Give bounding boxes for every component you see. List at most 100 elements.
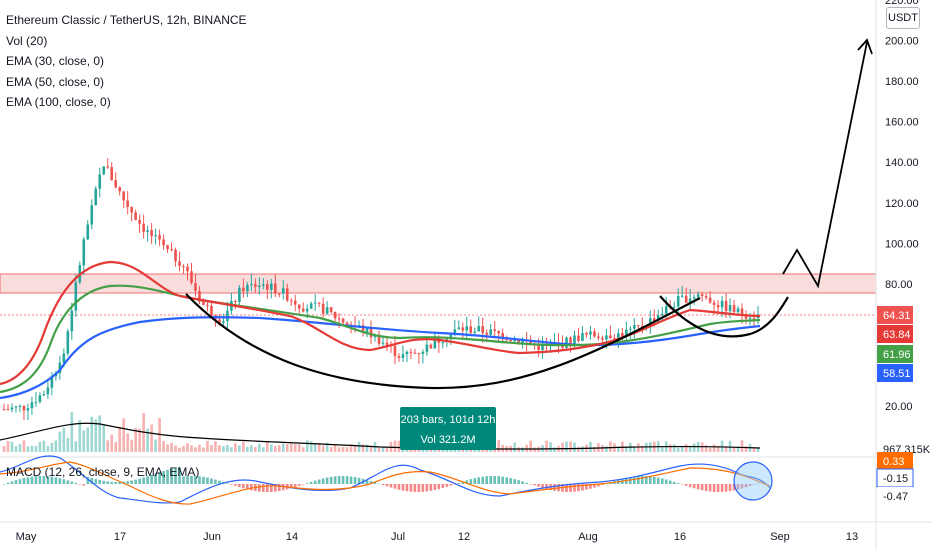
projection-arrow[interactable]: [782, 41, 868, 289]
macd-bar: [146, 476, 149, 484]
currency-unit-button[interactable]: USDT: [886, 7, 920, 29]
candle-body: [250, 284, 253, 286]
candle-body: [154, 235, 157, 237]
macd-bar: [66, 480, 70, 484]
indicator-ema100[interactable]: EMA (100, close, 0): [6, 95, 111, 109]
candle-body: [186, 266, 189, 272]
candle-body: [14, 406, 18, 408]
price-axis-label: 20.00: [885, 401, 913, 413]
time-axis-label: 16: [674, 531, 686, 543]
volume-bar: [146, 428, 149, 452]
candles[interactable]: [2, 157, 760, 421]
symbol-title[interactable]: Ethereum Classic / TetherUS, 12h, BINANC…: [6, 13, 247, 27]
indicator-macd[interactable]: MACD (12, 26, close, 9, EMA, EMA): [6, 465, 200, 479]
time-axis[interactable]: May 17 Jun 14 Jul 12 Aug 16 Sep 13: [16, 531, 859, 543]
volume-bar: [513, 442, 516, 452]
macd-bar: [748, 484, 752, 486]
time-axis-label: Aug: [578, 531, 598, 543]
candle-body: [449, 333, 453, 340]
projection-arrowhead: [857, 38, 873, 55]
volume-bar: [561, 442, 564, 452]
volume-bar: [704, 445, 708, 452]
candle-body: [397, 356, 401, 358]
cup-drawing[interactable]: [185, 293, 701, 390]
volume-bar: [250, 445, 253, 452]
candle-body: [325, 307, 329, 314]
candle-body: [684, 295, 688, 303]
price-tag: [877, 325, 913, 343]
macd-bar: [313, 480, 317, 484]
macd-bar: [50, 476, 54, 484]
candle-body: [146, 230, 149, 232]
macd-bar: [206, 477, 209, 484]
macd-bar: [545, 484, 548, 490]
macd-bar: [637, 476, 640, 484]
macd-bar: [449, 484, 453, 486]
candle-body: [26, 408, 30, 411]
ema50-line: [0, 284, 761, 394]
volume-bar: [301, 447, 305, 452]
ema100-line: [0, 316, 761, 400]
volume-bar: [90, 416, 94, 452]
measure-bars-text: 203 bars, 101d 12h: [401, 414, 496, 426]
volume-bar: [589, 441, 592, 452]
macd-bar: [581, 484, 584, 491]
macd-bar: [712, 484, 716, 492]
candle-body: [469, 326, 473, 333]
volume-bar: [329, 447, 333, 452]
volume-bar: [62, 427, 66, 452]
indicator-ema50[interactable]: EMA (50, close, 0): [6, 74, 105, 89]
macd-bar: [226, 483, 229, 484]
volume-bar: [593, 447, 596, 452]
volume-bar: [345, 447, 349, 452]
macd-bar: [736, 484, 740, 490]
candle-body: [493, 329, 496, 331]
time-axis-label: May: [16, 531, 37, 543]
macd-bar: [114, 481, 118, 484]
candle-body: [712, 302, 716, 305]
macd-bar: [242, 484, 245, 489]
macd-bar: [54, 477, 58, 484]
candle-body: [736, 308, 740, 313]
price-tag-text: 64.31: [883, 310, 911, 322]
volume-bar: [289, 443, 293, 452]
macd-highlight-circle[interactable]: [733, 461, 773, 501]
volume-bar: [258, 443, 261, 452]
macd-bar: [365, 479, 369, 484]
indicator-ema30[interactable]: EMA (30, close, 0): [6, 54, 105, 68]
volume-bar: [297, 444, 301, 452]
candle-body: [118, 187, 121, 192]
volume-bar: [122, 418, 125, 452]
volume-bar: [102, 424, 106, 452]
macd-bar: [266, 484, 269, 492]
price-tag: [877, 364, 913, 382]
macd-bar: [218, 480, 221, 484]
volume-bar: [341, 446, 345, 452]
candle-body: [218, 319, 221, 323]
candle-body: [170, 249, 173, 251]
candle-body: [317, 302, 321, 304]
price-axis[interactable]: 20.00 80.00 100.00 120.00 140.00 160.00 180.00…: [885, 0, 919, 413]
volume-bar: [609, 441, 612, 452]
macd-bar: [18, 479, 22, 484]
handle-drawing[interactable]: [659, 295, 789, 338]
candle-body: [577, 335, 580, 341]
macd-bar: [281, 484, 285, 491]
candle-body: [700, 294, 704, 297]
candle-body: [585, 333, 588, 335]
macd-bar: [720, 484, 724, 492]
resistance-zone[interactable]: [0, 273, 877, 294]
measure-label[interactable]: 203 bars, 101d 12h Vol 321.2M: [400, 407, 496, 450]
volume-bar: [553, 447, 556, 452]
candle-body: [401, 354, 405, 358]
macd-bar: [142, 477, 145, 484]
candle-body: [262, 284, 265, 286]
price-tag-text: 58.51: [883, 368, 911, 380]
volume-bar: [321, 445, 325, 452]
candle-body: [529, 341, 532, 344]
macd-bar: [134, 479, 137, 484]
candle-body: [202, 301, 205, 305]
candle-body: [86, 224, 90, 240]
indicator-volume[interactable]: Vol (20): [6, 33, 48, 48]
